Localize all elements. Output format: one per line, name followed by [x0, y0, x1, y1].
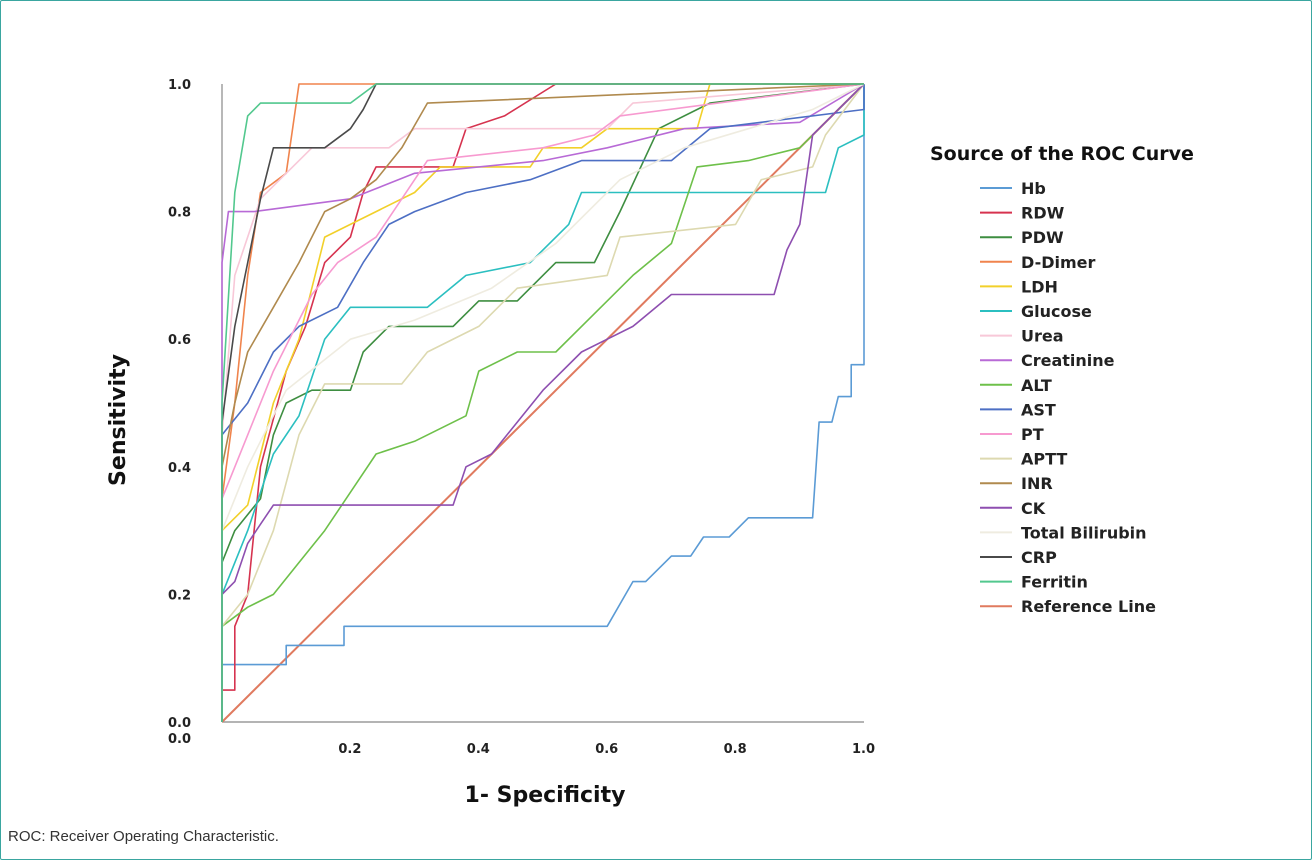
- legend-label: ALT: [1021, 376, 1052, 395]
- series-line-reference-line: [221, 83, 865, 723]
- legend-label: Urea: [1021, 327, 1064, 346]
- y-tick-label: 0.6: [168, 333, 191, 348]
- legend-label: INR: [1021, 474, 1053, 493]
- series-line-hb: [221, 84, 865, 722]
- series-line-ck: [221, 83, 865, 722]
- legend-label: PDW: [1021, 228, 1064, 247]
- series-line-ldh: [221, 83, 864, 722]
- series-line-pdw: [221, 83, 865, 722]
- y-tick-label: 0.4: [168, 461, 191, 476]
- legend-label: LDH: [1021, 277, 1058, 296]
- series-line-total-bilirubin: [221, 83, 865, 722]
- x-tick-label: 1.0: [852, 742, 875, 757]
- figure-caption: ROC: Receiver Operating Characteristic.: [8, 828, 279, 845]
- y-axis-title: Sensitivity: [106, 354, 131, 486]
- legend-label: Reference Line: [1021, 597, 1156, 616]
- legend-label: Hb: [1021, 179, 1046, 198]
- x-tick-label: 0.4: [467, 742, 490, 757]
- series-line-inr: [221, 83, 865, 722]
- legend-label: RDW: [1021, 204, 1065, 223]
- legend-label: PT: [1021, 425, 1044, 444]
- legend-label: CK: [1021, 499, 1046, 518]
- x-tick-label: 0.0: [168, 732, 191, 747]
- legend-label: Total Bilirubin: [1021, 523, 1147, 542]
- series-line-rdw: [221, 83, 864, 722]
- legend: Source of the ROC Curve Hb RDW PDW D-Dimer LD…: [930, 143, 1194, 616]
- legend-label: AST: [1021, 400, 1056, 419]
- legend-label: APTT: [1021, 450, 1067, 469]
- legend-label: Creatinine: [1021, 351, 1115, 370]
- y-tick-label: 0.0: [168, 716, 191, 731]
- series-line-alt: [221, 83, 865, 722]
- y-tick-label: 0.8: [168, 206, 191, 221]
- series-line-ferritin: [221, 83, 864, 722]
- legend-label: Glucose: [1021, 302, 1092, 321]
- x-tick-label: 0.2: [338, 742, 361, 757]
- series-layer: [221, 83, 865, 723]
- series-line-aptt: [221, 83, 865, 722]
- x-tick-label: 0.6: [595, 742, 618, 757]
- y-tick-label: 0.2: [168, 588, 191, 603]
- legend-label: CRP: [1021, 548, 1057, 567]
- series-line-pt: [221, 83, 865, 722]
- legend-label: D-Dimer: [1021, 253, 1096, 272]
- series-line-crp: [221, 83, 864, 722]
- series-line-ast: [221, 84, 865, 722]
- legend-label: Ferritin: [1021, 573, 1088, 592]
- y-tick-label: 1.0: [168, 78, 191, 93]
- x-tick-label: 0.8: [724, 742, 747, 757]
- series-line-glucose: [221, 84, 865, 722]
- x-axis-title: 1- Specificity: [465, 783, 626, 808]
- legend-title: Source of the ROC Curve: [930, 143, 1194, 165]
